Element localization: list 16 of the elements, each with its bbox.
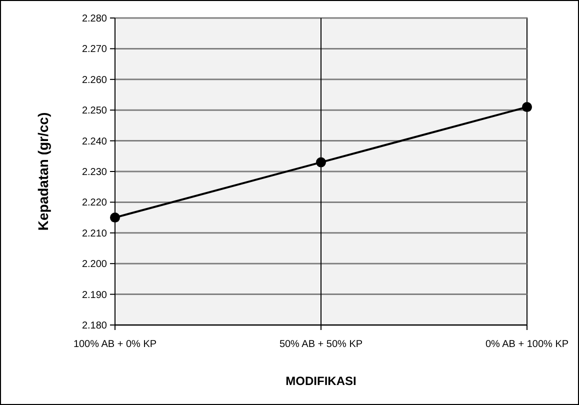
y-tick-label: 2.250: [82, 106, 108, 117]
y-tick-label: 2.190: [82, 290, 108, 301]
y-tick-label: 2.210: [82, 228, 108, 240]
x-axis-title: MODIFIKASI: [286, 374, 356, 388]
x-tick-label: 0% AB + 100% KP: [485, 339, 569, 350]
y-axis-title: Kepadatan (gr/cc): [35, 112, 51, 231]
y-tick-label: 2.240: [82, 136, 108, 148]
y-tick-label: 2.260: [82, 74, 108, 86]
y-tick-label: 2.230: [82, 167, 108, 178]
y-tick-label: 2.280: [82, 14, 108, 24]
y-tick-label: 2.270: [82, 44, 108, 56]
y-tick-label: 2.220: [82, 198, 108, 209]
x-tick-label: 50% AB + 50% KP: [279, 339, 363, 350]
y-tick-label: 2.180: [82, 320, 108, 332]
x-tick-label: 100% AB + 0% KP: [73, 339, 157, 350]
y-tick-label: 2.200: [82, 259, 108, 270]
